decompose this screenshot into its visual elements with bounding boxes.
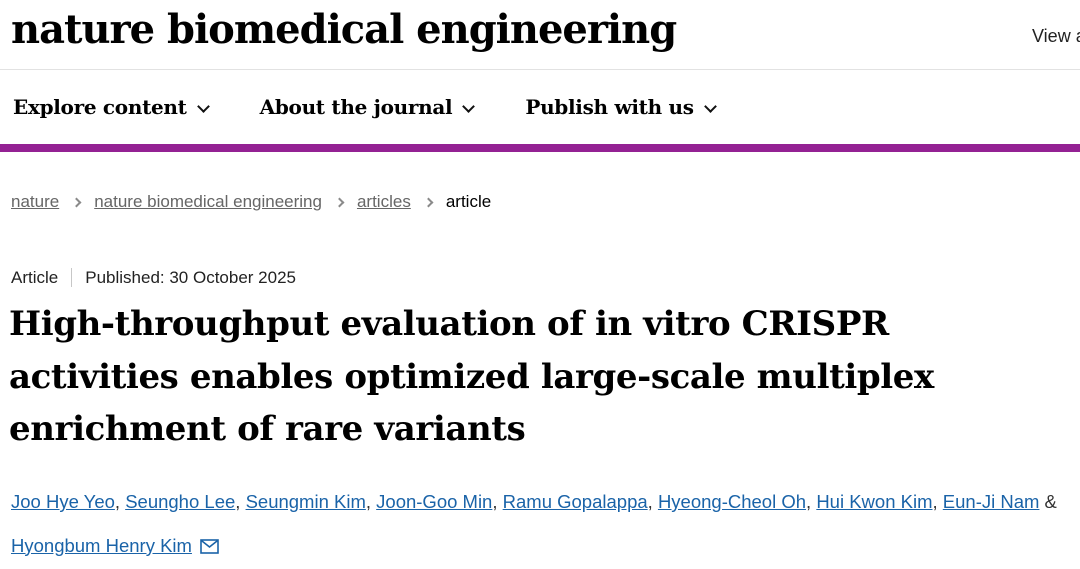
author-separator: , (647, 491, 658, 513)
main-nav: Explore content About the journal Publis… (0, 70, 1080, 144)
author-separator: , (492, 491, 503, 513)
author-link[interactable]: Hyeong-Cheol Oh (657, 491, 807, 513)
nav-item-label: Publish with us (525, 95, 694, 119)
accent-bar (0, 144, 1080, 152)
site-header: nature biomedical engineering View a (0, 0, 1080, 70)
author-separator: , (365, 491, 377, 513)
author-list-names: Joo Hye Yeo, Seungho Lee, Seungmin Kim, … (11, 491, 1057, 555)
email-icon[interactable] (200, 535, 219, 556)
author-link[interactable]: Eun-Ji Nam (942, 491, 1040, 513)
author-separator: , (932, 491, 943, 513)
nav-item-label: About the journal (259, 95, 453, 119)
journal-logo[interactable]: nature biomedical engineering (11, 6, 677, 53)
author-separator: & (1039, 491, 1057, 513)
author-link[interactable]: Seungho Lee (125, 491, 236, 513)
breadcrumb-link-journal[interactable]: nature biomedical engineering (94, 192, 322, 211)
author-link[interactable]: Hyongbum Henry Kim (11, 534, 192, 556)
article-type-label: Article (11, 268, 59, 287)
author-separator: , (114, 491, 126, 513)
author-link[interactable]: Ramu Gopalappa (502, 491, 648, 513)
author-separator: , (235, 491, 246, 513)
author-separator: , (806, 491, 817, 513)
article-title: High-throughput evaluation of in vitro C… (9, 304, 934, 450)
author-link[interactable]: Joo Hye Yeo (11, 491, 115, 513)
breadcrumb-current: article (445, 192, 492, 211)
breadcrumb-link-articles[interactable]: articles (356, 192, 411, 211)
author-link[interactable]: Seungmin Kim (245, 491, 366, 513)
breadcrumb: nature nature biomedical engineering artic… (11, 192, 1080, 212)
nav-item-label: Explore content (13, 95, 187, 119)
chevron-right-icon (334, 197, 345, 208)
chevron-right-icon (423, 197, 434, 208)
chevron-down-icon (196, 100, 210, 113)
chevron-down-icon (462, 100, 476, 113)
author-link[interactable]: Hui Kwon Kim (816, 491, 933, 513)
nav-item-about-the-journal[interactable]: About the journal (259, 95, 476, 119)
author-list: Joo Hye Yeo, Seungho Lee, Seungmin Kim, … (11, 480, 1062, 567)
meta-divider (71, 268, 73, 287)
chevron-right-icon (71, 197, 82, 208)
nav-item-explore-content[interactable]: Explore content (13, 95, 210, 119)
author-link[interactable]: Joon-Goo Min (376, 491, 493, 513)
publish-date: Published: 30 October 2025 (85, 268, 296, 287)
article-meta: Article Published: 30 October 2025 (11, 268, 1080, 288)
nav-item-publish-with-us[interactable]: Publish with us (525, 95, 717, 119)
breadcrumb-link-nature[interactable]: nature (11, 192, 60, 211)
chevron-down-icon (703, 100, 717, 113)
view-all-journals-link[interactable]: View a (1032, 26, 1080, 46)
